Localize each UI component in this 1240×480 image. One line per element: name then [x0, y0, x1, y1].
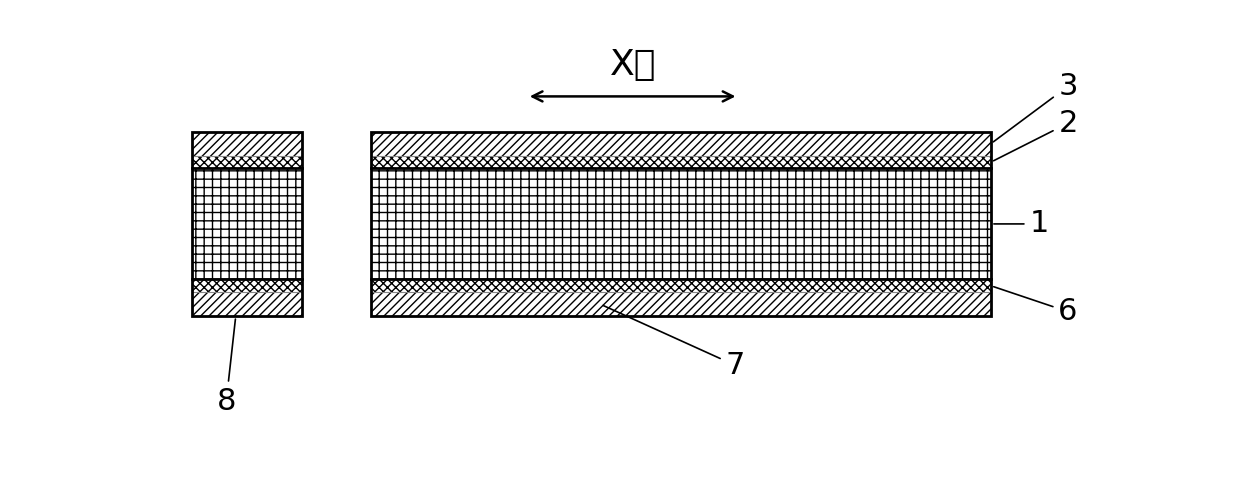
- Bar: [371, 279, 991, 292]
- Text: X向: X向: [609, 48, 656, 83]
- Text: 8: 8: [217, 319, 236, 416]
- Bar: [191, 279, 303, 292]
- Bar: [191, 292, 303, 316]
- Text: 3: 3: [993, 72, 1078, 142]
- Bar: [191, 132, 303, 316]
- Text: 7: 7: [603, 305, 745, 380]
- Bar: [371, 132, 991, 156]
- Bar: [371, 292, 991, 316]
- Text: 2: 2: [993, 108, 1078, 161]
- Bar: [371, 156, 991, 168]
- Text: 6: 6: [993, 287, 1078, 326]
- Bar: [191, 156, 303, 168]
- Bar: [371, 168, 991, 279]
- Bar: [191, 168, 303, 279]
- Bar: [371, 132, 991, 316]
- Bar: [191, 132, 303, 156]
- Text: 1: 1: [993, 209, 1049, 239]
